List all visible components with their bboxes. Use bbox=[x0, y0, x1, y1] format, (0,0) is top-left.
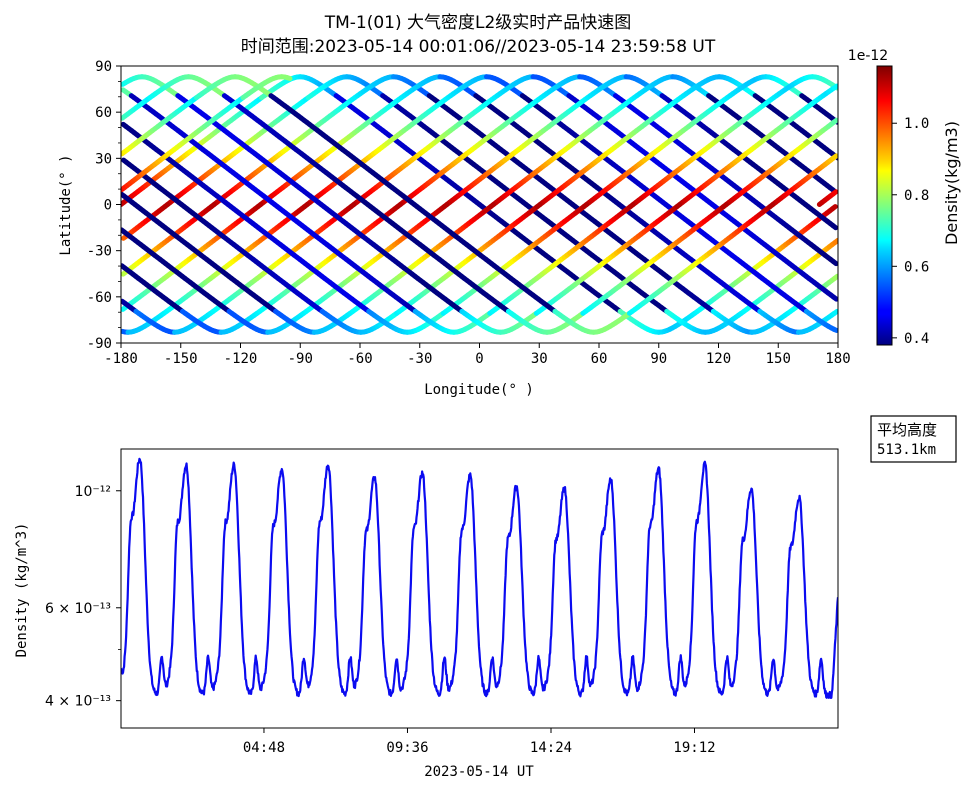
colorbar-offset-label: 1e-12 bbox=[848, 48, 888, 64]
map-x-tick-label: 30 bbox=[531, 351, 548, 367]
map-y-tick-label: 0 bbox=[104, 198, 112, 214]
map-x-tick-label: 0 bbox=[475, 351, 483, 367]
mean-altitude-value: 513.1km bbox=[877, 442, 936, 458]
track-segment bbox=[395, 202, 403, 210]
track-segment bbox=[284, 75, 293, 82]
colorbar-tick-label: 0.8 bbox=[904, 188, 929, 204]
track-segment bbox=[488, 202, 496, 210]
map-x-tick-label: 180 bbox=[825, 351, 850, 367]
map-y-tick-label: -60 bbox=[87, 290, 112, 306]
colorbar-tick-label: 0.6 bbox=[904, 259, 929, 275]
track-segment bbox=[301, 202, 310, 210]
timeseries-y-ticks: 4 × 10⁻¹³ 6 × 10⁻¹³ 10⁻¹² bbox=[45, 484, 121, 710]
colorbar-gradient bbox=[876, 65, 893, 346]
track-segment bbox=[721, 202, 729, 210]
map-x-tick-label: -60 bbox=[347, 351, 372, 367]
density-series-line bbox=[121, 457, 838, 699]
chart-subtitle: 时间范围:2023-05-14 00:01:06//2023-05-14 23:… bbox=[241, 37, 716, 57]
map-x-tick-label: 120 bbox=[706, 351, 731, 367]
colorbar-label: Density(kg/m3) bbox=[942, 121, 961, 245]
map-x-tick-label: -120 bbox=[224, 351, 258, 367]
colorbar-tick-label: 0.4 bbox=[904, 331, 929, 347]
colorbar: 0.4 0.6 0.8 1.0 1e-12 Density(kg/m3) bbox=[848, 48, 961, 347]
map-y-tick-label: -90 bbox=[87, 336, 112, 352]
map-y-tick-label: 30 bbox=[95, 151, 112, 167]
map-x-tick-label: 90 bbox=[650, 351, 667, 367]
track-segment bbox=[627, 202, 636, 210]
map-x-ticks: -180 -150 -120 -90 -60 -30 0 30 60 90 120 150 180 bbox=[104, 343, 851, 367]
map-y-tick-label: 60 bbox=[95, 105, 112, 121]
map-x-tick-label: -30 bbox=[407, 351, 432, 367]
track-segment bbox=[830, 259, 838, 267]
timeseries-y-tick-label: 10⁻¹² bbox=[75, 484, 111, 500]
track-segment bbox=[830, 153, 838, 161]
track-segment bbox=[829, 204, 838, 212]
timeseries-x-tick-label: 09:36 bbox=[386, 740, 428, 756]
track-segment bbox=[255, 202, 264, 210]
track-segment bbox=[831, 308, 838, 316]
map-x-tick-label: -150 bbox=[164, 351, 198, 367]
map-y-label: Latitude(° ) bbox=[58, 154, 74, 255]
track-segment bbox=[832, 273, 838, 281]
map-tracks bbox=[121, 74, 838, 335]
colorbar-ticks: 0.4 0.6 0.8 1.0 bbox=[892, 116, 929, 347]
map-panel: -180 -150 -120 -90 -60 -30 0 30 60 90 120 150 180 -9… bbox=[58, 59, 851, 398]
track-segment bbox=[831, 83, 838, 91]
track-segment bbox=[767, 202, 776, 210]
timeseries-panel: 04:48 09:36 14:24 19:12 4 × 10⁻¹³ 6 × 10⁻¹³ 1… bbox=[14, 448, 839, 780]
timeseries-y-label: Density (kg/m^3) bbox=[14, 523, 30, 658]
colorbar-tick-label: 1.0 bbox=[904, 116, 929, 132]
track-segment bbox=[832, 237, 838, 246]
track-segment bbox=[348, 202, 357, 210]
track-segment bbox=[208, 202, 217, 210]
mean-altitude-label: 平均高度 bbox=[877, 421, 937, 439]
track-segment bbox=[674, 202, 683, 210]
track-segment bbox=[441, 202, 450, 210]
timeseries-x-ticks: 04:48 09:36 14:24 19:12 bbox=[243, 728, 716, 756]
map-x-tick-label: 60 bbox=[591, 351, 608, 367]
mean-altitude-box: 平均高度 513.1km bbox=[870, 415, 957, 463]
map-x-tick-label: 150 bbox=[766, 351, 791, 367]
map-y-ticks: -90 -60 -30 0 30 60 90 bbox=[87, 59, 121, 352]
track-segment bbox=[831, 294, 838, 302]
map-y-tick-label: 90 bbox=[95, 59, 112, 75]
timeseries-frame bbox=[120, 448, 839, 729]
track-segment bbox=[581, 202, 590, 210]
timeseries-x-tick-label: 04:48 bbox=[243, 740, 285, 756]
track-segment bbox=[831, 326, 838, 333]
track-segment bbox=[831, 117, 838, 125]
track-segments bbox=[121, 74, 838, 335]
map-x-label: Longitude(° ) bbox=[424, 382, 534, 398]
timeseries-x-tick-label: 19:12 bbox=[673, 740, 715, 756]
timeseries-y-tick-label: 4 × 10⁻¹³ bbox=[45, 694, 111, 710]
chart-title: TM-1(01) 大气密度L2级实时产品快速图 bbox=[324, 13, 632, 33]
map-x-tick-label: -90 bbox=[288, 351, 313, 367]
track-segment bbox=[830, 189, 838, 197]
map-x-tick-label: -180 bbox=[104, 351, 138, 367]
track-segment bbox=[534, 202, 543, 210]
map-y-tick-label: -30 bbox=[87, 244, 112, 260]
mean-altitude-frame bbox=[870, 415, 957, 463]
timeseries-x-tick-label: 14:24 bbox=[530, 740, 572, 756]
timeseries-y-tick-label: 6 × 10⁻¹³ bbox=[45, 601, 111, 617]
track-segment bbox=[830, 223, 838, 231]
track-segment bbox=[162, 202, 171, 210]
timeseries-x-label: 2023-05-14 UT bbox=[424, 764, 534, 780]
